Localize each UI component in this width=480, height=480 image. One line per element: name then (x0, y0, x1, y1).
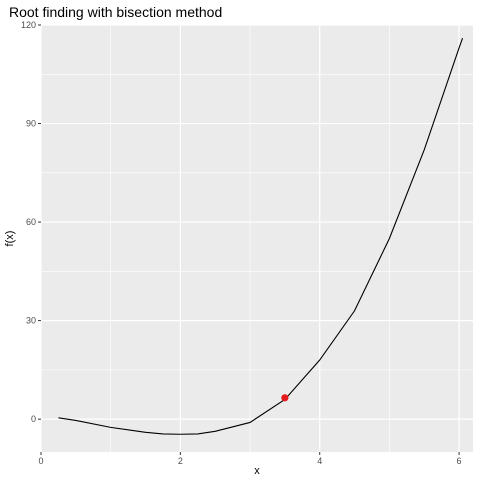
grid-major-lines (40, 24, 473, 452)
y-tick-label: 60 (26, 217, 36, 227)
x-tick-label: 4 (317, 456, 322, 466)
plot-panel (41, 25, 473, 452)
x-axis: 0 2 4 6 (38, 452, 462, 466)
x-axis-title: x (254, 465, 260, 477)
x-tick-label: 6 (457, 456, 462, 466)
y-tick-label: 120 (21, 20, 36, 30)
x-tick-label: 0 (38, 456, 43, 466)
chart-title: Root finding with bisection method (9, 4, 222, 20)
y-tick-label: 90 (26, 119, 36, 129)
x-tick-label: 2 (178, 456, 183, 466)
root-point-0 (281, 394, 289, 402)
series-layer (58, 37, 464, 435)
y-axis-title: f(x) (4, 231, 16, 247)
y-tick-label: 30 (26, 316, 36, 326)
y-axis: 0 30 60 90 120 (21, 20, 41, 424)
points-layer (281, 394, 289, 402)
series-line-0 (58, 37, 464, 435)
y-tick-label: 0 (31, 414, 36, 424)
